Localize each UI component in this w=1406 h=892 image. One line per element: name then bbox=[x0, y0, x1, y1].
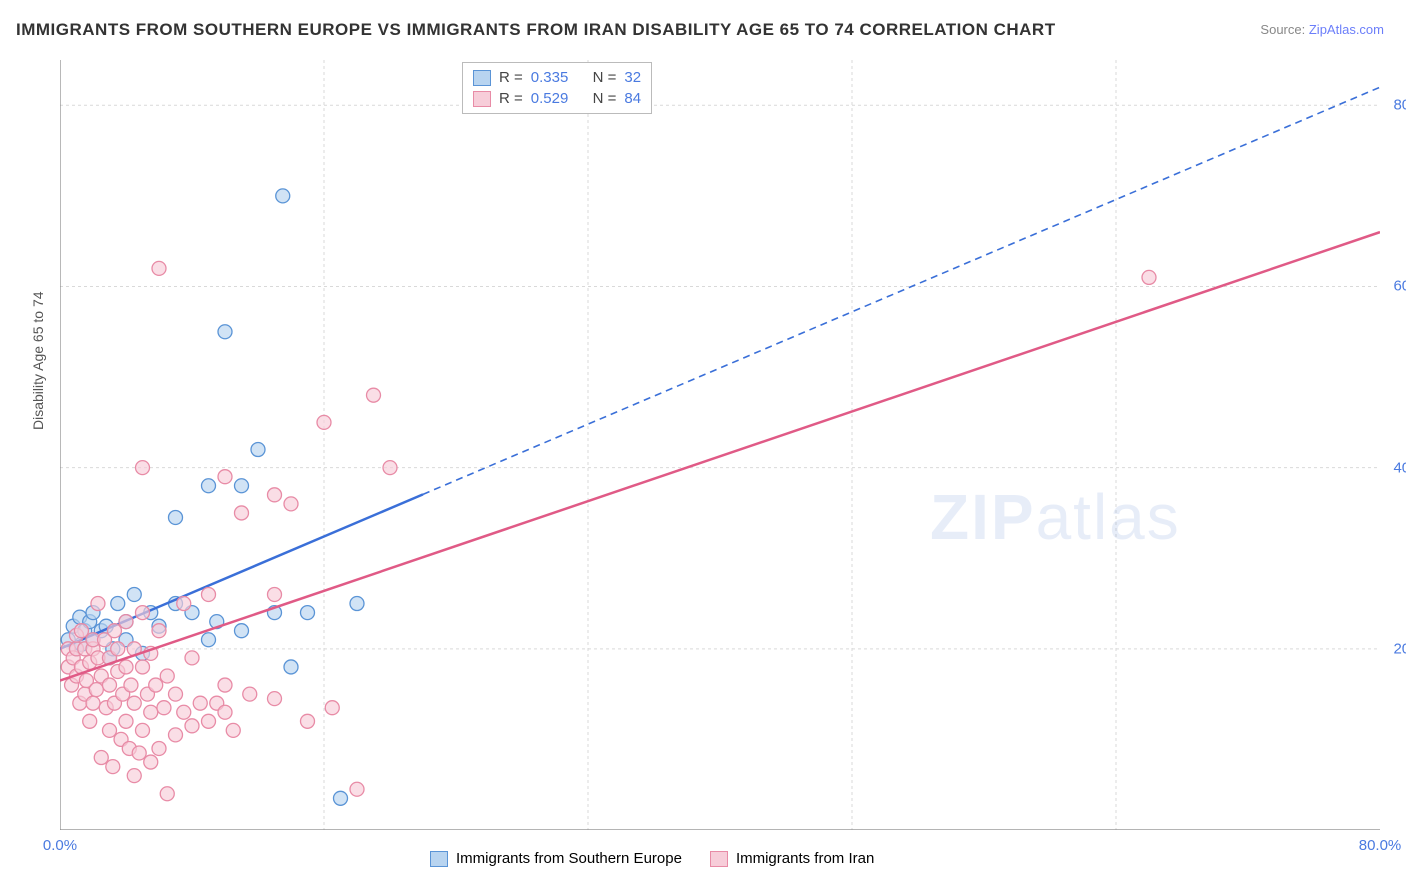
legend-r-label: R = bbox=[499, 69, 523, 86]
y-tick-label: 60.0% bbox=[1393, 278, 1406, 295]
chart-title: IMMIGRANTS FROM SOUTHERN EUROPE VS IMMIG… bbox=[16, 20, 1056, 40]
legend-n-label: N = bbox=[593, 69, 617, 86]
legend-n-label: N = bbox=[593, 90, 617, 107]
x-tick-label: 80.0% bbox=[1359, 837, 1402, 854]
source-link[interactable]: ZipAtlas.com bbox=[1309, 22, 1384, 37]
legend-r-value: 0.529 bbox=[531, 90, 569, 107]
y-tick-label: 20.0% bbox=[1393, 640, 1406, 657]
legend-item: Immigrants from Iran bbox=[710, 850, 874, 867]
y-tick-label: 80.0% bbox=[1393, 97, 1406, 114]
legend-r-value: 0.335 bbox=[531, 69, 569, 86]
series-legend: Immigrants from Southern Europe Immigran… bbox=[430, 850, 874, 867]
legend-n-value: 84 bbox=[624, 90, 641, 107]
source-attribution: Source: ZipAtlas.com bbox=[1260, 22, 1384, 37]
source-label: Source: bbox=[1260, 22, 1305, 37]
legend-item: Immigrants from Southern Europe bbox=[430, 850, 682, 867]
legend-row: R = 0.335 N = 32 bbox=[473, 67, 641, 88]
legend-swatch bbox=[430, 851, 448, 867]
y-tick-label: 40.0% bbox=[1393, 459, 1406, 476]
chart-area: ZIPatlas 20.0%40.0%60.0%80.0%0.0%80.0% bbox=[60, 60, 1380, 830]
legend-swatch bbox=[710, 851, 728, 867]
legend-n-value: 32 bbox=[624, 69, 641, 86]
legend-swatch bbox=[473, 91, 491, 107]
legend-swatch bbox=[473, 70, 491, 86]
correlation-legend: R = 0.335 N = 32 R = 0.529 N = 84 bbox=[462, 62, 652, 114]
legend-r-label: R = bbox=[499, 90, 523, 107]
legend-label: Immigrants from Iran bbox=[736, 850, 874, 867]
x-tick-label: 0.0% bbox=[43, 837, 77, 854]
legend-row: R = 0.529 N = 84 bbox=[473, 88, 641, 109]
y-axis-label: Disability Age 65 to 74 bbox=[30, 291, 46, 430]
legend-label: Immigrants from Southern Europe bbox=[456, 850, 682, 867]
scatter-plot bbox=[60, 60, 1380, 830]
